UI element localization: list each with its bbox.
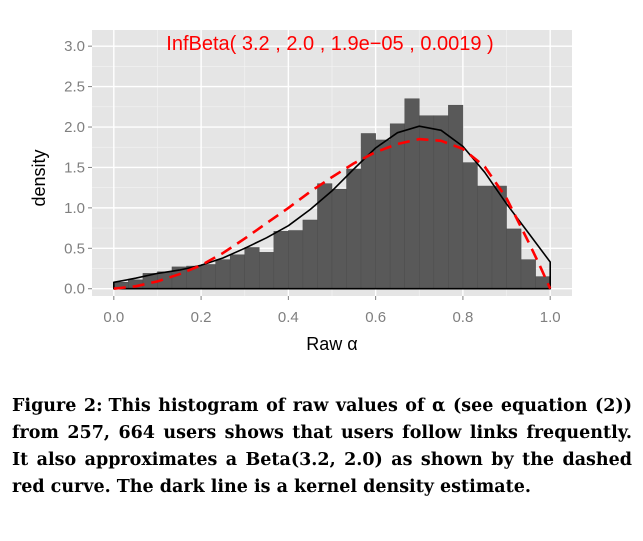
- histogram-bars: [113, 98, 551, 289]
- caption-text: This histogram of raw values of α (see e…: [12, 396, 632, 497]
- histogram-bar: [317, 183, 333, 289]
- y-tick-label: 1.5: [64, 159, 85, 176]
- figure-caption: Figure 2: This histogram of raw values of…: [12, 393, 632, 501]
- beta-fit-dashed-line: [113, 137, 552, 290]
- y-tick-label: 0.0: [64, 281, 85, 298]
- histogram-bar: [477, 185, 493, 289]
- y-tick-label: 3.0: [64, 38, 85, 55]
- histogram-bar: [273, 231, 289, 289]
- histogram-bar: [331, 189, 347, 289]
- histogram-chart: 0.0 0.5 1.0 1.5 2.0 2.5 3.0 0.0 0.2 0.4 0.6 0.8 1.0…: [29, 30, 572, 354]
- histogram-bar: [215, 259, 231, 289]
- histogram-bar: [346, 168, 362, 289]
- x-tick-label: 0.2: [191, 309, 212, 326]
- y-tick-label: 0.5: [64, 240, 85, 257]
- distribution-annotation: InfBeta( 3.2 , 2.0 , 1.9e−05 , 0.0019 ): [166, 33, 493, 55]
- caption-label: Figure 2:: [12, 396, 103, 416]
- histogram-bar: [448, 104, 464, 289]
- x-axis-ticks: 0.0 0.2 0.4 0.6 0.8 1.0: [103, 296, 561, 326]
- y-axis-ticks: 0.0 0.5 1.0 1.5 2.0 2.5 3.0: [64, 38, 92, 298]
- histogram-bar: [229, 254, 245, 289]
- histogram-bar: [288, 230, 304, 289]
- y-tick-label: 1.0: [64, 200, 85, 217]
- x-tick-label: 0.0: [103, 309, 124, 326]
- density-curves: [113, 125, 552, 290]
- histogram-bar: [520, 259, 536, 289]
- y-axis-title: density: [29, 149, 49, 206]
- x-tick-label: 0.4: [278, 309, 299, 326]
- histogram-bar: [462, 162, 478, 289]
- x-tick-label: 0.6: [365, 309, 386, 326]
- x-tick-label: 1.0: [540, 309, 561, 326]
- histogram-bar: [419, 115, 435, 289]
- histogram-bar: [200, 264, 216, 289]
- histogram-bar: [375, 139, 391, 289]
- kernel-density-line: [113, 125, 551, 290]
- histogram-bar: [259, 252, 275, 289]
- x-axis-title: Raw α: [306, 334, 357, 354]
- x-tick-label: 0.8: [452, 309, 473, 326]
- histogram-bar: [389, 123, 405, 289]
- histogram-bar: [506, 228, 522, 289]
- histogram-bar: [302, 219, 318, 289]
- y-tick-label: 2.5: [64, 79, 85, 96]
- histogram-bar: [244, 247, 260, 289]
- y-tick-label: 2.0: [64, 119, 85, 136]
